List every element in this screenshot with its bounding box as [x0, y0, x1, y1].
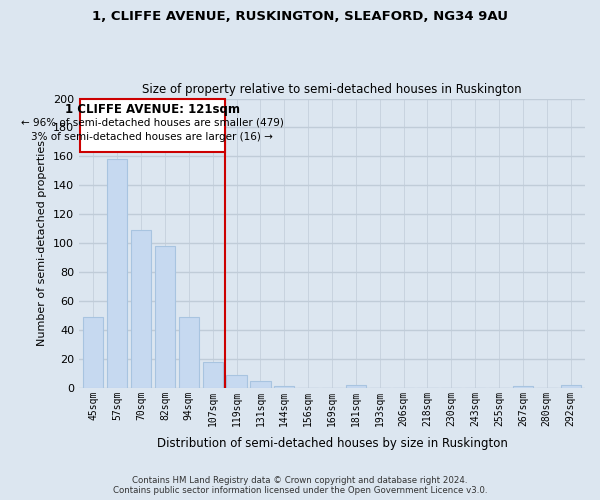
Bar — [226, 375, 247, 388]
Text: 3% of semi-detached houses are larger (16) →: 3% of semi-detached houses are larger (1… — [31, 132, 274, 142]
Bar — [560, 385, 581, 388]
Title: Size of property relative to semi-detached houses in Ruskington: Size of property relative to semi-detach… — [142, 83, 522, 96]
Bar — [274, 386, 295, 388]
Bar — [513, 386, 533, 388]
Bar — [203, 362, 223, 388]
Bar — [83, 317, 103, 388]
Text: 1, CLIFFE AVENUE, RUSKINGTON, SLEAFORD, NG34 9AU: 1, CLIFFE AVENUE, RUSKINGTON, SLEAFORD, … — [92, 10, 508, 23]
Bar — [179, 317, 199, 388]
X-axis label: Distribution of semi-detached houses by size in Ruskington: Distribution of semi-detached houses by … — [157, 437, 508, 450]
Bar — [107, 160, 127, 388]
Bar — [131, 230, 151, 388]
Text: ← 96% of semi-detached houses are smaller (479): ← 96% of semi-detached houses are smalle… — [21, 118, 284, 128]
Text: Contains HM Land Registry data © Crown copyright and database right 2024.
Contai: Contains HM Land Registry data © Crown c… — [113, 476, 487, 495]
Bar — [250, 380, 271, 388]
Bar — [155, 246, 175, 388]
Y-axis label: Number of semi-detached properties: Number of semi-detached properties — [37, 140, 47, 346]
FancyBboxPatch shape — [80, 98, 224, 152]
Text: 1 CLIFFE AVENUE: 121sqm: 1 CLIFFE AVENUE: 121sqm — [65, 103, 240, 116]
Bar — [346, 385, 366, 388]
